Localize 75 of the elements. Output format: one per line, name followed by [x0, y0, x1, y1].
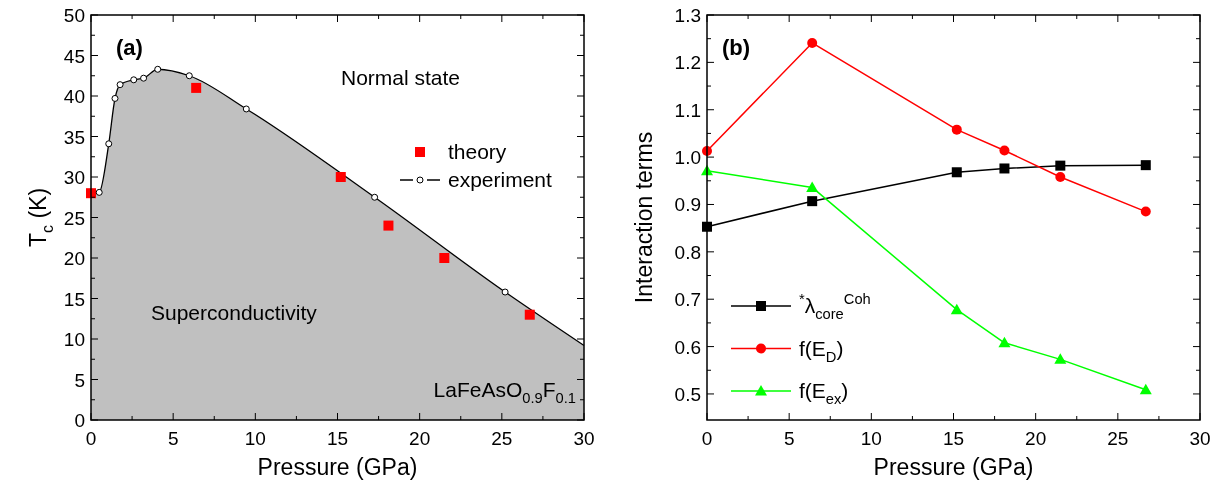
- y-axis-title: Interaction terms: [631, 131, 657, 304]
- point: [335, 172, 346, 182]
- point: [501, 288, 509, 296]
- point: [999, 145, 1010, 156]
- point: [1055, 172, 1066, 182]
- legend-label: f(E$_{D}$): [799, 336, 844, 365]
- x-tick-label: 15: [326, 428, 349, 449]
- y-tick-label: 15: [63, 288, 85, 310]
- x-tick-label: 5: [783, 428, 795, 449]
- y-tick-label: 0.9: [674, 194, 701, 216]
- point: [105, 140, 113, 148]
- point: [116, 81, 124, 89]
- annotation: (a): [116, 35, 143, 60]
- point: [242, 105, 250, 113]
- x-tick-label: 20: [409, 428, 431, 449]
- x-tick-label: 20: [1025, 428, 1047, 449]
- y-tick-label: 1.2: [674, 52, 701, 74]
- legend-label: experiment: [448, 168, 553, 191]
- y-tick-label: 0.7: [674, 289, 701, 311]
- y-tick-label: 5: [74, 369, 85, 391]
- point: [130, 76, 138, 84]
- point: [807, 37, 818, 48]
- point: [111, 94, 119, 102]
- x-tick-label: 25: [491, 428, 513, 449]
- point: [154, 65, 162, 73]
- annotation: LaFeAsO$_{0.9}$F$_{0.1}$: [433, 378, 576, 407]
- y-tick-label: 45: [63, 45, 85, 67]
- y-tick-label: 30: [63, 167, 85, 188]
- x-tick-label: 30: [1189, 428, 1211, 449]
- point: [1055, 160, 1066, 171]
- point: [951, 167, 962, 178]
- x-tick-label: 30: [573, 428, 595, 449]
- annotation: Superconductivity: [151, 301, 318, 324]
- y-tick-label: 20: [63, 248, 85, 269]
- y-tick-label: 50: [63, 5, 85, 26]
- x-axis-title: Pressure (GPa): [873, 454, 1034, 480]
- y-tick-label: 40: [63, 86, 85, 107]
- point: [807, 196, 818, 207]
- x-tick-label: 10: [244, 428, 266, 449]
- point: [999, 163, 1010, 174]
- x-tick-label: 5: [167, 428, 179, 449]
- legend-label: f(E$_{ex}$): [799, 379, 849, 408]
- y-tick-label: 1.3: [674, 5, 701, 26]
- y-tick-label: 0.5: [674, 383, 701, 405]
- y-tick-label: 0: [74, 410, 85, 431]
- point: [1054, 353, 1067, 364]
- x-axis-title: Pressure (GPa): [257, 454, 418, 480]
- point: [806, 181, 819, 192]
- point: [95, 188, 103, 196]
- x-tick-label: 15: [942, 428, 965, 449]
- legend-label: theory: [448, 140, 507, 163]
- y-tick-label: 0.8: [674, 241, 701, 263]
- point: [1140, 160, 1151, 171]
- point: [524, 309, 535, 320]
- point: [185, 72, 193, 80]
- y-tick-label: 0.6: [674, 336, 701, 358]
- x-tick-label: 25: [1107, 428, 1129, 449]
- y-tick-label: 1.0: [674, 147, 701, 169]
- point: [371, 193, 379, 201]
- point: [191, 82, 202, 93]
- y-tick-label: 25: [63, 207, 85, 229]
- y-tick-label: 1.1: [674, 99, 701, 121]
- point: [998, 336, 1011, 348]
- y-tick-label: 10: [63, 329, 85, 350]
- point: [950, 303, 963, 315]
- x-tick-label: 10: [860, 428, 882, 449]
- point: [951, 124, 962, 135]
- point: [1139, 383, 1152, 395]
- annotation: (b): [722, 35, 751, 60]
- annotation: Normal state: [341, 66, 461, 89]
- point: [140, 74, 148, 82]
- y-tick-label: 35: [63, 126, 85, 148]
- point: [383, 220, 394, 231]
- point: [439, 253, 450, 263]
- point: [1140, 206, 1151, 217]
